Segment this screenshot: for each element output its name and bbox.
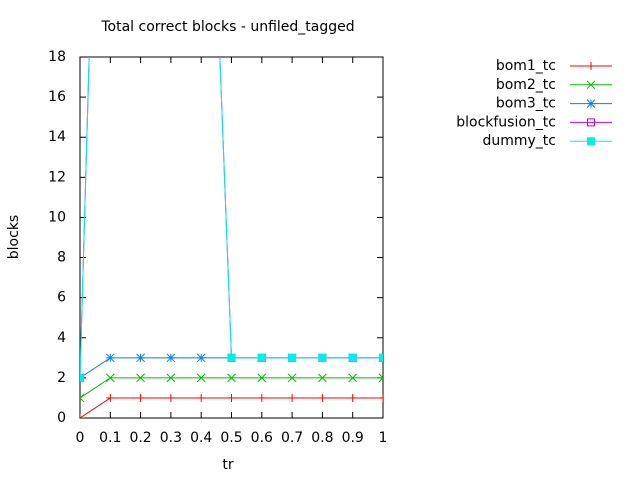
y-tick-label: 16	[48, 89, 66, 105]
chart-title: Total correct blocks - unfiled_tagged	[100, 19, 354, 35]
x-tick-label: 0.6	[251, 430, 273, 446]
x-tick-label: 0.5	[220, 430, 242, 446]
y-tick-label: 2	[57, 370, 66, 386]
x-tick-label: 0.2	[129, 430, 151, 446]
y-tick-label: 14	[48, 129, 66, 145]
marker-square	[348, 353, 357, 362]
marker-stroke	[196, 353, 206, 363]
x-tick-label: 0.4	[190, 430, 212, 446]
point	[227, 353, 236, 362]
marker-stroke	[166, 353, 176, 363]
x-tick-label: 0	[76, 430, 85, 446]
x-tick-label: 1	[379, 430, 388, 446]
point	[196, 353, 206, 363]
point	[166, 353, 176, 363]
marker-stroke	[586, 80, 596, 90]
marker-stroke	[80, 393, 85, 399]
point	[227, 373, 236, 383]
point	[227, 393, 236, 402]
marker-square	[587, 118, 595, 127]
point	[106, 393, 115, 402]
marker-square	[257, 353, 266, 362]
point	[318, 373, 327, 383]
marker-stroke	[105, 353, 115, 363]
x-tick-label: 0.9	[342, 430, 364, 446]
y-tick-label: 10	[48, 209, 66, 225]
plot-area	[80, 57, 383, 418]
x-tick-label: 0.1	[99, 430, 121, 446]
legend-label: bom1_tc	[496, 58, 556, 74]
y-tick-label: 6	[57, 290, 66, 306]
legend-marker	[587, 62, 595, 70]
marker-square	[227, 353, 236, 362]
marker-stroke	[136, 373, 145, 383]
point	[348, 373, 358, 383]
y-tick-label: 18	[48, 49, 66, 65]
point	[379, 393, 383, 402]
point	[196, 373, 206, 383]
legend-label: dummy_tc	[482, 133, 556, 149]
x-tick-label: 0.7	[281, 430, 303, 446]
point	[80, 373, 84, 382]
point	[287, 373, 297, 383]
point	[348, 393, 357, 402]
plot-border	[79, 56, 384, 419]
marker-stroke	[136, 353, 145, 363]
marker-stroke	[166, 373, 176, 383]
point	[257, 393, 266, 402]
marker-square	[587, 137, 595, 146]
marker-stroke	[196, 373, 206, 383]
x-axis-label: tr	[222, 457, 233, 473]
legend-marker	[586, 80, 596, 90]
point	[318, 353, 327, 362]
marker-stroke	[378, 377, 383, 383]
x-tick-label: 0.3	[160, 430, 182, 446]
point	[136, 373, 145, 383]
legend-label: blockfusion_tc	[456, 114, 556, 130]
point	[257, 373, 267, 383]
marker-square	[379, 353, 383, 362]
point	[379, 353, 383, 362]
y-axis-label: blocks	[6, 215, 22, 259]
marker-stroke	[378, 373, 383, 379]
y-tick-label: 12	[48, 169, 66, 185]
marker-square	[288, 353, 297, 362]
legend-marker	[586, 99, 596, 108]
point	[166, 373, 176, 383]
point	[378, 373, 383, 383]
point	[105, 353, 115, 363]
point	[288, 393, 297, 402]
point	[318, 393, 327, 402]
x-tick-label: 0.8	[311, 430, 333, 446]
marker-stroke	[348, 373, 358, 383]
marker-stroke	[80, 397, 85, 403]
marker-stroke	[586, 99, 596, 108]
legend-marker	[587, 118, 595, 127]
point	[80, 393, 85, 403]
point	[166, 393, 175, 402]
y-tick-label: 4	[57, 330, 66, 346]
point	[288, 353, 297, 362]
point	[136, 353, 145, 363]
marker-stroke	[227, 373, 236, 383]
marker-stroke	[105, 373, 115, 383]
marker-square	[80, 373, 84, 382]
legend-marker	[587, 137, 595, 146]
point	[80, 414, 84, 418]
point	[197, 393, 206, 402]
y-tick-label: 0	[57, 410, 66, 426]
point	[257, 353, 266, 362]
marker-square	[318, 353, 327, 362]
y-tick-label: 8	[57, 250, 66, 266]
marker-stroke	[257, 373, 267, 383]
point	[136, 393, 145, 402]
marker-stroke	[287, 373, 297, 383]
point	[348, 353, 357, 362]
legend-label: bom3_tc	[496, 96, 556, 112]
marker-stroke	[318, 373, 327, 383]
point	[105, 373, 115, 383]
legend-label: bom2_tc	[496, 77, 556, 93]
